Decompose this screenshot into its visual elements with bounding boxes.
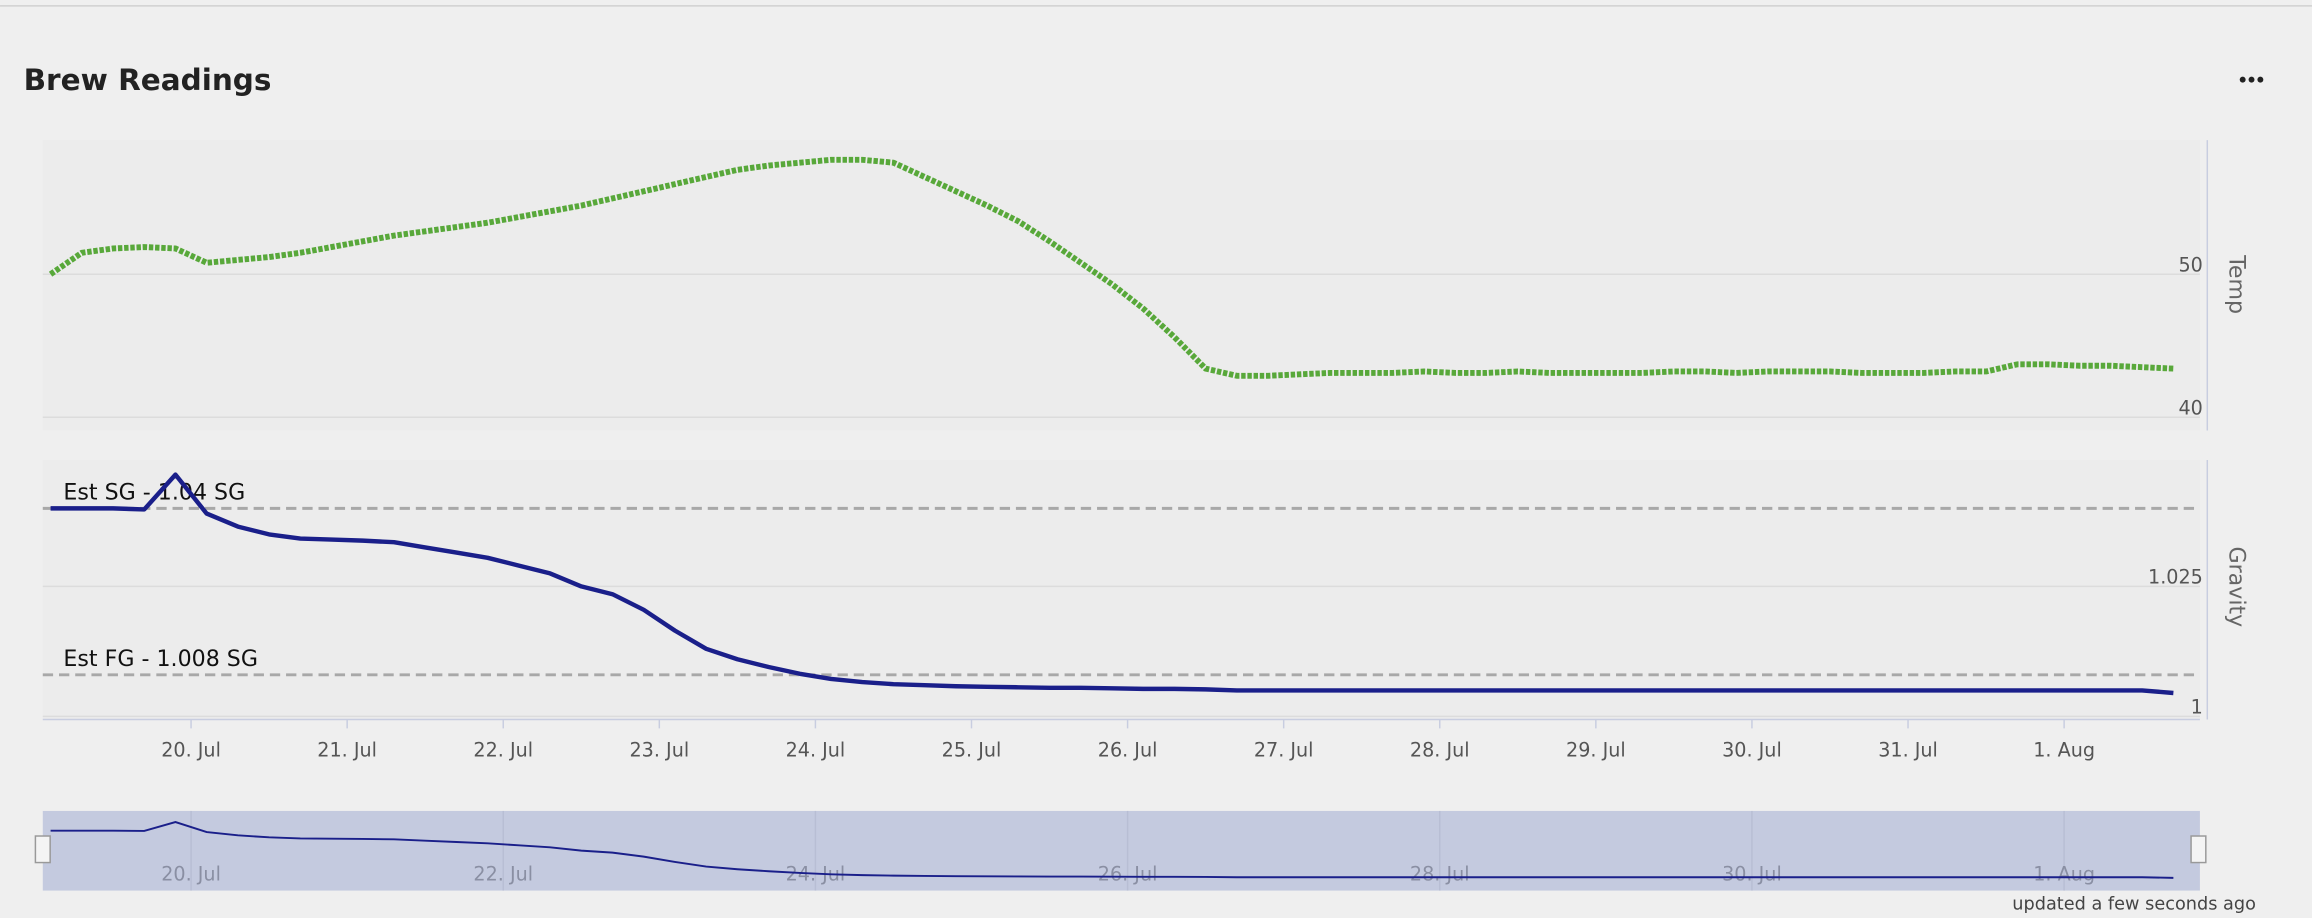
menu-button[interactable] [2239,76,2264,83]
x-tick-label: 25. Jul [942,738,1002,761]
plot-line-label: Est FG - 1.008 SG [63,646,258,672]
x-tick-label: 30. Jul [1722,738,1782,761]
gravity-plot-bg [42,460,2200,720]
navigator-tick-label: 20. Jul [161,862,221,885]
x-tick-label: 1. Aug [2033,738,2095,761]
widget-title: Brew Readings [24,63,272,97]
x-tick-label: 27. Jul [1254,738,1314,761]
navigator-handle[interactable] [2190,835,2207,864]
x-tick-label: 28. Jul [1410,738,1470,761]
x-tick-label: 22. Jul [473,738,533,761]
x-tick-label: 20. Jul [161,738,221,761]
x-tick-label: 26. Jul [1098,738,1158,761]
y-axis-title: Temp [2223,254,2249,314]
x-tick-label: 23. Jul [629,738,689,761]
navigator-tick-label: 22. Jul [473,862,533,885]
x-tick-label: 31. Jul [1878,738,1938,761]
data-line [48,156,2174,379]
y-tick-label: 1.025 [2148,565,2203,588]
navigator-line [50,821,2174,879]
x-tick-label: 29. Jul [1566,738,1626,761]
data-line [50,472,2174,696]
y-tick-label: 50 [2178,253,2202,276]
plot-line-label: Est SG - 1.04 SG [63,480,245,506]
navigator-handle[interactable] [34,835,51,864]
update-status: updated a few seconds ago [2012,895,2256,915]
temp-plot-bg [42,140,2200,431]
y-axis-title: Gravity [2223,546,2249,627]
x-tick-label: 21. Jul [317,738,377,761]
y-tick-label: 1 [2191,695,2203,718]
navigator-tick-label: 30. Jul [1722,862,1782,885]
navigator-tick-label: 26. Jul [1098,862,1158,885]
navigator-tick-label: 28. Jul [1410,862,1470,885]
x-tick-label: 24. Jul [786,738,846,761]
y-tick-label: 40 [2178,396,2202,419]
navigator-tick-label: 1. Aug [2033,862,2095,885]
